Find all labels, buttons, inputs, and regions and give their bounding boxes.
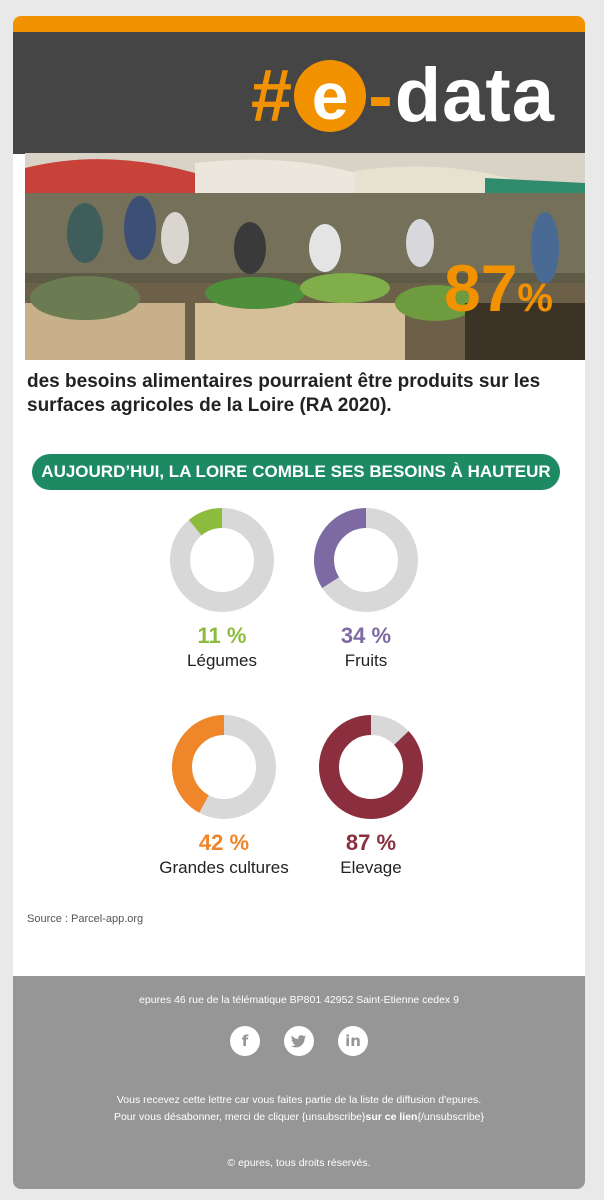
top-accent-bar	[13, 16, 585, 32]
headline-stat: 87%	[444, 253, 553, 333]
donut-category-label: Légumes	[187, 651, 257, 670]
twitter-icon[interactable]	[284, 1026, 314, 1056]
donut-slice	[314, 508, 418, 612]
donut-value-label: 87 %	[345, 830, 397, 855]
headline-stat-value: 87	[444, 251, 518, 325]
copyright: © epures, tous droits réservés.	[227, 1157, 371, 1169]
logo-hash: #	[250, 54, 293, 137]
lead-text: des besoins alimentaires pourraient être…	[27, 371, 541, 416]
footer-notice: Vous recevez cette lettre car vous faite…	[13, 1092, 585, 1126]
donut-chart	[319, 715, 423, 819]
e-data-logo: # e - data	[251, 56, 555, 136]
notice-line-2-post: {/unsubscribe}	[417, 1111, 485, 1123]
donut-chart	[170, 508, 274, 612]
unsubscribe-link[interactable]: sur ce lien	[365, 1111, 418, 1123]
donut-value-label: 11 %	[197, 623, 247, 648]
logo-e-circle: e	[294, 59, 367, 133]
donut-category-label: Elevage	[340, 858, 402, 877]
notice-line-1: Vous recevez cette lettre car vous faite…	[116, 1094, 482, 1106]
donut-grandes-cultures: 42 % Grandes cultures	[139, 713, 309, 879]
notice-line-2: Pour vous désabonner, merci de cliquer {…	[13, 1109, 585, 1126]
donut-fruits: 34 % Fruits	[281, 506, 451, 672]
donut-category-label: Grandes cultures	[159, 858, 289, 877]
logo-dash: -	[368, 54, 393, 137]
notice-line-2-pre: Pour vous désabonner, merci de cliquer {…	[113, 1111, 366, 1123]
donut-category-label: Fruits	[344, 651, 388, 670]
donut-elevage: 87 % Elevage	[286, 713, 456, 879]
footer: epures 46 rue de la télématique BP801 42…	[13, 976, 585, 1189]
market-illustration	[25, 153, 585, 360]
logo-word: data	[394, 53, 555, 138]
linkedin-icon[interactable]: in	[338, 1026, 368, 1056]
headline-stat-unit: %	[517, 276, 553, 320]
header-banner: # e - data	[13, 32, 585, 154]
market-photo: 87%	[25, 153, 585, 360]
donut-slice	[172, 715, 276, 819]
twitter-bird-icon	[291, 1035, 306, 1048]
facebook-icon[interactable]: f	[230, 1026, 260, 1056]
social-links: f in	[13, 1026, 585, 1056]
donut-slice	[170, 508, 274, 612]
donut-value-label: 34 %	[340, 623, 392, 648]
donut-legumes: 11 % Légumes	[137, 506, 307, 672]
donut-slice	[319, 715, 423, 819]
footer-address: epures 46 rue de la télématique BP801 42…	[139, 994, 459, 1006]
section-banner: AUJOURD’HUI, LA LOIRE COMBLE SES BESOINS…	[32, 454, 560, 490]
newsletter-card: # e - data	[13, 16, 585, 1189]
logo-e-letter: e	[311, 59, 349, 133]
donut-value-label: 42 %	[198, 830, 250, 855]
donut-chart	[314, 508, 418, 612]
donut-track	[170, 508, 274, 612]
donut-chart	[172, 715, 276, 819]
source-note: Source : Parcel-app.org	[27, 913, 144, 925]
